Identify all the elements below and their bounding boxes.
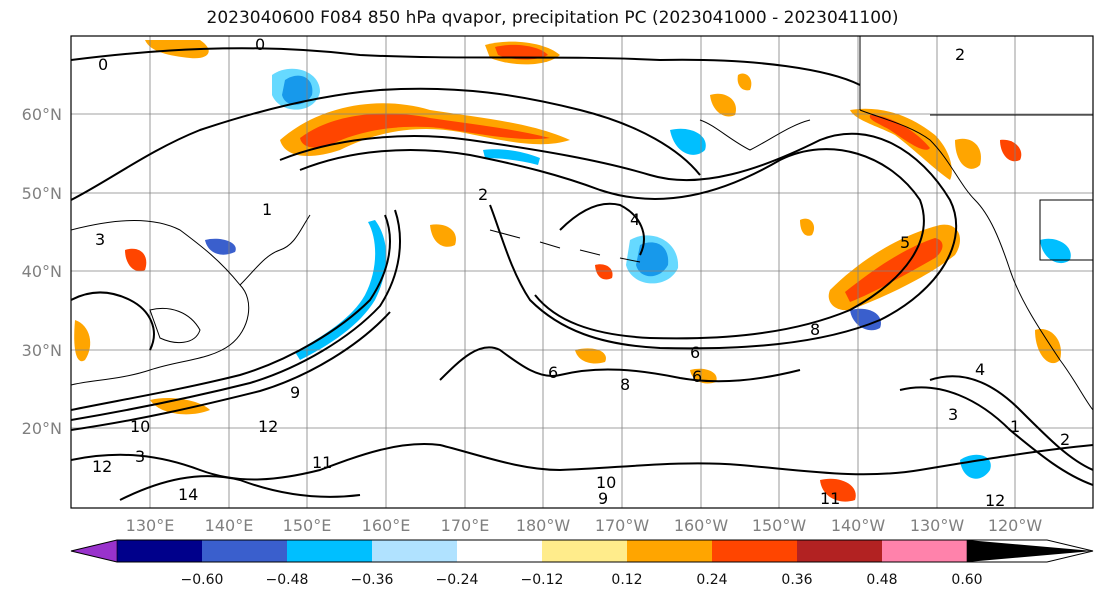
contour-label: 12 <box>258 417 278 436</box>
contour-label: 4 <box>630 210 640 229</box>
contour-label: 6 <box>690 343 700 362</box>
lon-label: 160°W <box>674 516 729 535</box>
lon-label: 150°E <box>283 516 332 535</box>
colorbar-tick: −0.60 <box>181 572 224 588</box>
contour-label: 9 <box>290 383 300 402</box>
colorbar-segment <box>712 540 797 562</box>
contour-label: 10 <box>130 417 150 436</box>
contour-labels: 0 2 0 1 3 2 4 5 6 8 9 10 12 6 8 6 9 10 1… <box>92 35 1070 510</box>
contour-label: 5 <box>900 233 910 252</box>
contour-label: 3 <box>135 447 145 466</box>
contour-label: 3 <box>948 405 958 424</box>
lon-label: 170°E <box>441 516 490 535</box>
colorbar-tick: 0.48 <box>866 572 897 588</box>
lon-label: 130°E <box>126 516 175 535</box>
colorbar-segment <box>287 540 372 562</box>
contour-label: 9 <box>598 489 608 508</box>
colorbar <box>70 539 1094 563</box>
colorbar-ticks: −0.60 −0.48 −0.36 −0.24 −0.12 0.12 0.24 … <box>181 572 983 588</box>
contour-label: 11 <box>312 453 332 472</box>
contour-label: 6 <box>548 363 558 382</box>
lat-label: 40°N <box>22 262 62 281</box>
contour-label: 0 <box>255 35 265 54</box>
lon-label: 140°W <box>831 516 886 535</box>
contour-label: 4 <box>975 360 985 379</box>
contour-label: 14 <box>178 485 198 504</box>
contour-label: 8 <box>620 375 630 394</box>
colorbar-segment <box>457 540 542 562</box>
colorbar-segment <box>372 540 457 562</box>
precip-shading <box>74 40 1071 502</box>
contour-label: 2 <box>955 45 965 64</box>
contour-label: 10 <box>596 473 616 492</box>
lon-label: 180°W <box>516 516 571 535</box>
colorbar-segment <box>202 540 287 562</box>
contour-label: 2 <box>478 185 488 204</box>
colorbar-tick: −0.48 <box>266 572 309 588</box>
colorbar-tick: −0.12 <box>521 572 564 588</box>
lon-labels: 130°E 140°E 150°E 160°E 170°E 180°W 170°… <box>126 516 1043 535</box>
colorbar-tick: −0.36 <box>351 572 394 588</box>
map-title: 2023040600 F084 850 hPa qvapor, precipit… <box>206 8 899 28</box>
colorbar-segment <box>797 540 882 562</box>
colorbar-tick: 0.36 <box>781 572 812 588</box>
lat-label: 30°N <box>22 341 62 360</box>
contour-label: 12 <box>985 491 1005 510</box>
lon-label: 170°W <box>595 516 650 535</box>
contour-label: 6 <box>692 367 702 386</box>
lon-label: 140°E <box>205 516 254 535</box>
lat-labels: 60°N 50°N 40°N 30°N 20°N <box>22 105 62 438</box>
lon-label: 130°W <box>910 516 965 535</box>
colorbar-segment <box>882 540 967 562</box>
map-frame <box>70 35 1094 509</box>
colorbar-segment <box>71 540 117 562</box>
qvapor-contours <box>71 47 1093 501</box>
colorbar-tick: 0.12 <box>611 572 642 588</box>
contour-label: 12 <box>92 457 112 476</box>
contour-label: 8 <box>810 320 820 339</box>
colorbar-tick: −0.24 <box>436 572 479 588</box>
colorbar-segment <box>542 540 627 562</box>
colorbar-segment <box>967 540 1093 562</box>
lon-label: 150°W <box>752 516 807 535</box>
contour-label: 0 <box>98 55 108 74</box>
contour-label: 3 <box>95 230 105 249</box>
contour-label: 2 <box>1060 430 1070 449</box>
lat-label: 50°N <box>22 184 62 203</box>
contour-label: 1 <box>1010 417 1020 436</box>
lon-label: 160°E <box>362 516 411 535</box>
lat-label: 20°N <box>22 419 62 438</box>
colorbar-segment <box>117 540 202 562</box>
colorbar-tick: 0.60 <box>951 572 982 588</box>
lat-label: 60°N <box>22 105 62 124</box>
contour-label: 11 <box>820 489 840 508</box>
lon-label: 120°W <box>988 516 1043 535</box>
colorbar-tick: 0.24 <box>696 572 727 588</box>
contour-label: 1 <box>262 200 272 219</box>
coastlines <box>71 36 1093 411</box>
graticule <box>71 36 1093 508</box>
colorbar-segment <box>627 540 712 562</box>
